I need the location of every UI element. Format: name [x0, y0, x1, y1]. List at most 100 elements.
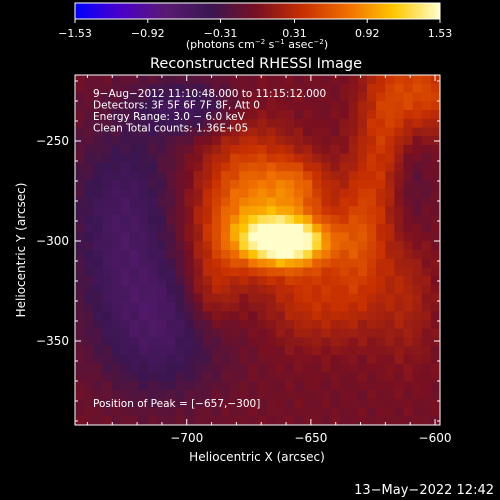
- heatmap-pixel: [266, 127, 277, 137]
- heatmap-pixel: [230, 311, 240, 321]
- heatmap-pixel: [348, 267, 359, 277]
- heatmap-pixel: [321, 390, 331, 400]
- heatmap-pixel: [93, 75, 103, 85]
- heatmap-pixel: [275, 241, 286, 251]
- heatmap-pixel: [184, 285, 195, 295]
- heatmap-pixel: [412, 250, 423, 260]
- heatmap-pixel: [120, 171, 131, 181]
- heatmap-pixel: [120, 337, 131, 347]
- heatmap-pixel: [430, 75, 441, 85]
- heatmap-pixel: [312, 153, 322, 163]
- heatmap-pixel: [284, 232, 295, 242]
- heatmap-pixel: [294, 118, 304, 128]
- heatmap-pixel: [138, 75, 149, 85]
- heatmap-pixel: [157, 127, 167, 137]
- heatmap-pixel: [138, 223, 149, 233]
- heatmap-pixel: [367, 180, 377, 190]
- heatmap-pixel: [93, 215, 103, 225]
- heatmap-pixel: [284, 153, 295, 163]
- heatmap-pixel: [357, 250, 368, 260]
- heatmap-pixel: [239, 311, 249, 321]
- heatmap-pixel: [248, 372, 258, 382]
- heatmap-pixel: [157, 258, 167, 268]
- heatmap-pixel: [412, 293, 423, 303]
- heatmap-pixel: [248, 346, 258, 356]
- heatmap-pixel: [394, 180, 404, 190]
- heatmap-pixel: [111, 223, 122, 233]
- heatmap-pixel: [257, 101, 268, 111]
- heatmap-pixel: [330, 398, 341, 408]
- heatmap-pixel: [93, 127, 103, 137]
- heatmap-pixel: [348, 92, 359, 102]
- heatmap-pixel: [211, 258, 222, 268]
- heatmap-pixel: [175, 363, 185, 373]
- heatmap-pixel: [385, 258, 395, 268]
- heatmap-pixel: [412, 302, 423, 312]
- heatmap-pixel: [348, 311, 359, 321]
- heatmap-pixel: [239, 320, 249, 330]
- heatmap-pixel: [403, 398, 414, 408]
- heatmap-pixel: [367, 92, 377, 102]
- heatmap-pixel: [202, 136, 213, 146]
- heatmap-pixel: [330, 118, 341, 128]
- heatmap-pixel: [385, 153, 395, 163]
- heatmap-pixel: [248, 293, 258, 303]
- annotation-line: Energy Range: 3.0 − 6.0 keV: [93, 111, 246, 123]
- heatmap-pixel: [412, 206, 423, 216]
- heatmap-pixel: [303, 267, 313, 277]
- heatmap-pixel: [75, 223, 85, 233]
- heatmap-pixel: [294, 215, 304, 225]
- heatmap-pixel: [321, 407, 331, 417]
- heatmap-pixel: [412, 188, 423, 198]
- heatmap-pixel: [266, 162, 277, 172]
- heatmap-pixel: [339, 346, 350, 356]
- heatmap-pixel: [312, 162, 322, 172]
- heatmap-pixel: [321, 363, 331, 373]
- heatmap-pixel: [221, 407, 231, 417]
- heatmap-pixel: [257, 83, 268, 93]
- heatmap-pixel: [166, 232, 176, 242]
- heatmap-pixel: [385, 407, 395, 417]
- heatmap-pixel: [357, 285, 368, 295]
- heatmap-pixel: [421, 83, 432, 93]
- heatmap-pixel: [248, 328, 258, 338]
- heatmap-pixel: [166, 162, 176, 172]
- heatmap-pixel: [303, 355, 313, 365]
- heatmap-pixel: [239, 328, 249, 338]
- heatmap-pixel: [294, 276, 304, 286]
- heatmap-pixel: [148, 381, 158, 391]
- heatmap-pixel: [230, 320, 240, 330]
- heatmap-pixel: [367, 110, 377, 120]
- heatmap-pixel: [175, 215, 185, 225]
- heatmap-pixel: [102, 250, 112, 260]
- heatmap-pixel: [376, 118, 386, 128]
- colorbar-tick-label: −0.92: [131, 27, 165, 40]
- heatmap-pixel: [294, 162, 304, 172]
- heatmap-pixel: [230, 136, 240, 146]
- heatmap-pixel: [357, 311, 368, 321]
- heatmap-pixel: [275, 311, 286, 321]
- heatmap-pixel: [102, 83, 112, 93]
- heatmap-pixel: [339, 171, 350, 181]
- heatmap-pixel: [330, 188, 341, 198]
- heatmap-pixel: [202, 188, 213, 198]
- heatmap-pixel: [157, 320, 167, 330]
- heatmap-pixel: [193, 153, 204, 163]
- heatmap-pixel: [157, 355, 167, 365]
- heatmap-pixel: [357, 381, 368, 391]
- heatmap-pixel: [376, 232, 386, 242]
- heatmap-pixel: [421, 241, 432, 251]
- heatmap-pixel: [93, 328, 103, 338]
- heatmap-pixel: [294, 293, 304, 303]
- heatmap-pixel: [120, 346, 131, 356]
- heatmap-pixel: [84, 328, 94, 338]
- heatmap-pixel: [120, 197, 131, 207]
- heatmap-pixel: [330, 355, 341, 365]
- heatmap-pixel: [367, 153, 377, 163]
- heatmap-pixel: [257, 206, 268, 216]
- heatmap-pixel: [211, 241, 222, 251]
- heatmap-pixel: [394, 363, 404, 373]
- heatmap-pixel: [294, 407, 304, 417]
- heatmap-pixel: [175, 320, 185, 330]
- heatmap-pixel: [312, 101, 322, 111]
